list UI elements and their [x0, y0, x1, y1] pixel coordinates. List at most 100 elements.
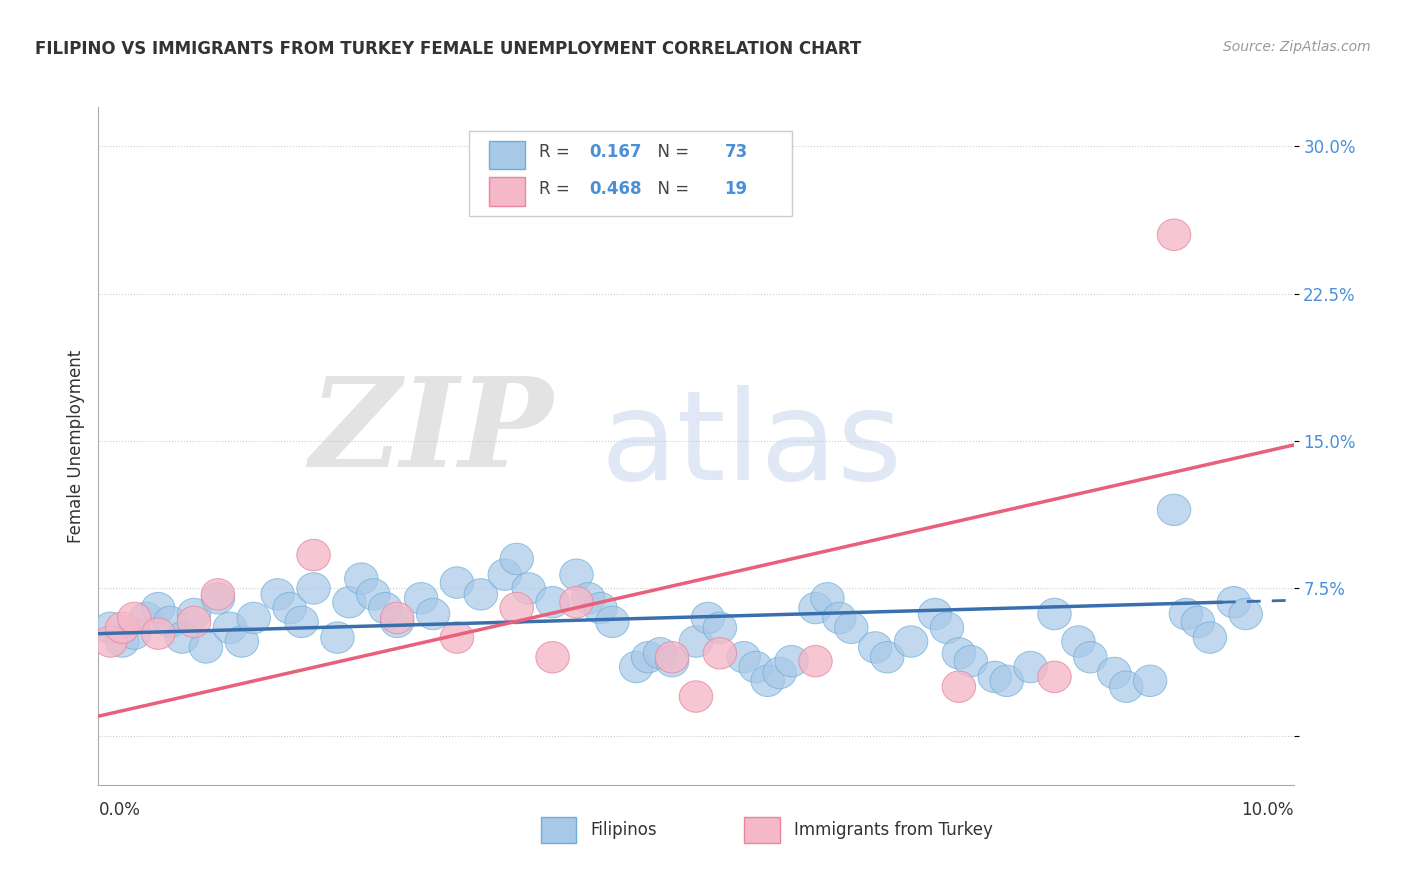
Ellipse shape: [942, 638, 976, 669]
Ellipse shape: [763, 657, 796, 689]
Ellipse shape: [644, 638, 676, 669]
Ellipse shape: [488, 559, 522, 591]
Ellipse shape: [1038, 661, 1071, 692]
Ellipse shape: [381, 607, 413, 638]
FancyBboxPatch shape: [470, 131, 792, 216]
Ellipse shape: [153, 607, 187, 638]
Ellipse shape: [620, 651, 652, 682]
Ellipse shape: [214, 612, 246, 643]
Ellipse shape: [118, 602, 150, 633]
Y-axis label: Female Unemployment: Female Unemployment: [66, 350, 84, 542]
Ellipse shape: [631, 641, 665, 673]
Text: ZIP: ZIP: [309, 372, 553, 493]
Ellipse shape: [835, 612, 868, 643]
Ellipse shape: [501, 543, 533, 574]
Text: N =: N =: [647, 179, 695, 198]
Ellipse shape: [440, 622, 474, 653]
Ellipse shape: [799, 592, 832, 624]
Ellipse shape: [799, 646, 832, 677]
Ellipse shape: [679, 626, 713, 657]
Text: 0.0%: 0.0%: [98, 801, 141, 819]
FancyBboxPatch shape: [489, 178, 524, 206]
Ellipse shape: [740, 651, 772, 682]
Ellipse shape: [190, 632, 222, 663]
Ellipse shape: [918, 599, 952, 630]
Ellipse shape: [583, 592, 617, 624]
Ellipse shape: [1194, 622, 1226, 653]
Ellipse shape: [536, 587, 569, 618]
Ellipse shape: [536, 641, 569, 673]
Ellipse shape: [1133, 665, 1167, 697]
Ellipse shape: [118, 618, 150, 649]
Ellipse shape: [1098, 657, 1130, 689]
Text: 73: 73: [724, 143, 748, 161]
Ellipse shape: [1157, 494, 1191, 525]
Ellipse shape: [142, 618, 174, 649]
Ellipse shape: [560, 587, 593, 618]
Ellipse shape: [1218, 587, 1250, 618]
Ellipse shape: [94, 626, 127, 657]
Ellipse shape: [1170, 599, 1202, 630]
Ellipse shape: [166, 622, 198, 653]
Ellipse shape: [129, 602, 163, 633]
Ellipse shape: [1074, 641, 1107, 673]
Text: R =: R =: [540, 143, 575, 161]
Ellipse shape: [823, 602, 856, 633]
Ellipse shape: [464, 579, 498, 610]
Ellipse shape: [1062, 626, 1095, 657]
Text: Immigrants from Turkey: Immigrants from Turkey: [794, 821, 993, 838]
Ellipse shape: [1157, 219, 1191, 251]
Ellipse shape: [405, 582, 437, 614]
Ellipse shape: [177, 599, 211, 630]
Ellipse shape: [262, 579, 294, 610]
Ellipse shape: [321, 622, 354, 653]
Ellipse shape: [142, 592, 174, 624]
Ellipse shape: [990, 665, 1024, 697]
Ellipse shape: [572, 582, 605, 614]
Ellipse shape: [942, 671, 976, 702]
Ellipse shape: [225, 626, 259, 657]
Ellipse shape: [870, 641, 904, 673]
Ellipse shape: [1229, 599, 1263, 630]
Ellipse shape: [979, 661, 1011, 692]
Ellipse shape: [238, 602, 270, 633]
Ellipse shape: [692, 602, 724, 633]
Ellipse shape: [775, 646, 808, 677]
Ellipse shape: [894, 626, 928, 657]
Ellipse shape: [105, 626, 139, 657]
Ellipse shape: [955, 646, 987, 677]
Ellipse shape: [811, 582, 844, 614]
Ellipse shape: [285, 607, 318, 638]
FancyBboxPatch shape: [541, 817, 576, 843]
Ellipse shape: [512, 573, 546, 604]
Ellipse shape: [1109, 671, 1143, 702]
Ellipse shape: [333, 587, 366, 618]
Text: 0.167: 0.167: [589, 143, 643, 161]
Ellipse shape: [416, 599, 450, 630]
Text: FILIPINO VS IMMIGRANTS FROM TURKEY FEMALE UNEMPLOYMENT CORRELATION CHART: FILIPINO VS IMMIGRANTS FROM TURKEY FEMAL…: [35, 40, 862, 58]
Ellipse shape: [751, 665, 785, 697]
Ellipse shape: [368, 592, 402, 624]
Ellipse shape: [344, 563, 378, 594]
Text: Source: ZipAtlas.com: Source: ZipAtlas.com: [1223, 40, 1371, 54]
Ellipse shape: [859, 632, 891, 663]
Ellipse shape: [297, 540, 330, 571]
Ellipse shape: [297, 573, 330, 604]
Ellipse shape: [655, 646, 689, 677]
FancyBboxPatch shape: [744, 817, 780, 843]
Ellipse shape: [273, 592, 307, 624]
Text: 19: 19: [724, 179, 748, 198]
Ellipse shape: [105, 612, 139, 643]
Text: 10.0%: 10.0%: [1241, 801, 1294, 819]
Ellipse shape: [1038, 599, 1071, 630]
Ellipse shape: [501, 592, 533, 624]
Ellipse shape: [201, 582, 235, 614]
Ellipse shape: [1014, 651, 1047, 682]
Text: R =: R =: [540, 179, 575, 198]
Text: N =: N =: [647, 143, 695, 161]
Ellipse shape: [201, 579, 235, 610]
Ellipse shape: [440, 566, 474, 599]
Ellipse shape: [381, 602, 413, 633]
Ellipse shape: [357, 579, 389, 610]
Ellipse shape: [596, 607, 628, 638]
